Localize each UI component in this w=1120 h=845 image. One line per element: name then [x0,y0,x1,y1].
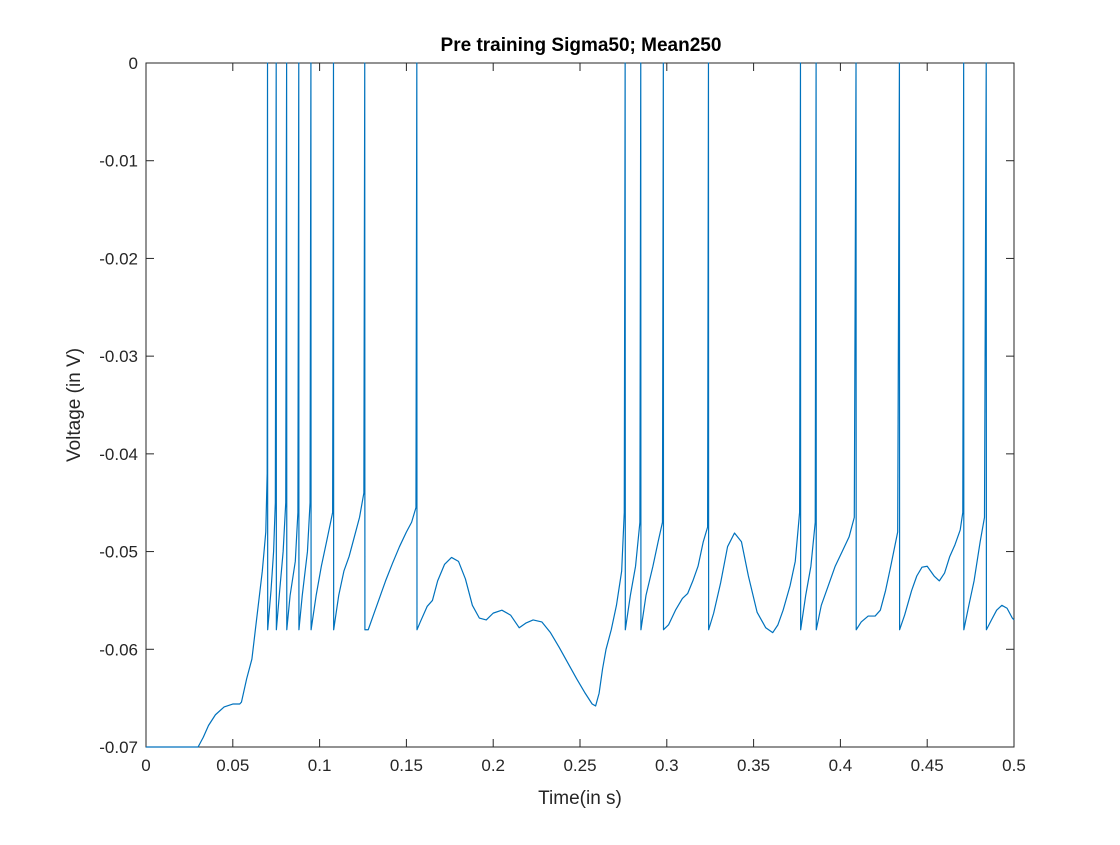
x-tick-label: 0.15 [390,756,423,775]
y-tick-label: -0.04 [99,445,138,464]
y-axis-label: Voltage (in V) [64,348,85,462]
y-tick-label: -0.06 [99,640,138,659]
y-tick-label: -0.02 [99,249,138,268]
y-tick-label: -0.05 [99,543,138,562]
x-tick-label: 0.25 [563,756,596,775]
series-group [146,62,1015,748]
x-tick-label: 0.1 [308,756,332,775]
x-axis-label: Time(in s) [538,788,622,809]
x-axis-ticks: 0 0.05 0.1 0.15 0.2 0.25 0.3 0.35 0.4 0.45 0.5 [141,63,1026,775]
x-tick-label: 0.45 [911,756,944,775]
y-tick-label: -0.01 [99,152,138,171]
x-tick-label: 0.4 [829,756,853,775]
x-tick-label: 0.5 [1002,756,1026,775]
x-tick-label: 0.3 [655,756,679,775]
y-tick-label: 0 [129,54,138,73]
x-tick-label: 0.35 [737,756,770,775]
series-line [146,62,1015,748]
y-tick-label: -0.07 [99,738,138,757]
x-tick-label: 0.2 [481,756,505,775]
x-tick-label: 0.05 [216,756,249,775]
y-tick-label: -0.03 [99,347,138,366]
y-axis-ticks: 0 -0.01 -0.02 -0.03 -0.04 -0.05 -0.06 -0.07 [99,54,1014,757]
chart-title: Pre training Sigma50; Mean250 [441,35,722,56]
x-tick-label: 0 [141,756,150,775]
